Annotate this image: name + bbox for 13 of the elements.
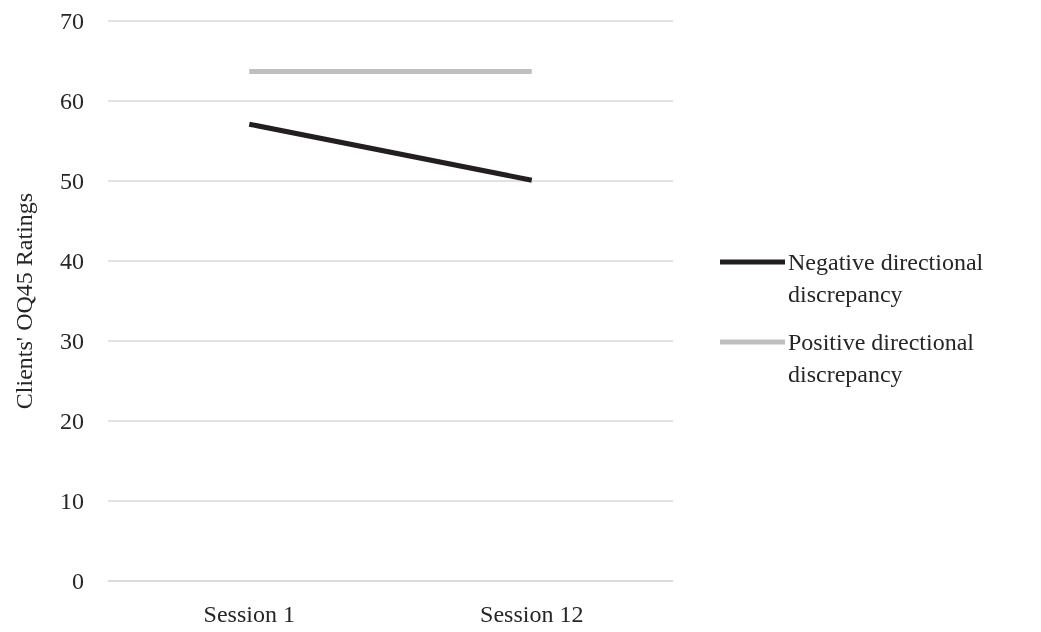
legend-label: Positive directional discrepancy [788, 329, 975, 387]
y-tick-label: 10 [60, 488, 84, 515]
x-tick-label: Session 12 [480, 601, 584, 627]
y-axis-title: Clients' OQ45 Ratings [11, 192, 37, 410]
y-tick-label: 40 [60, 248, 84, 275]
legend-label: Negative directional discrepancy [788, 249, 984, 307]
y-tick-label: 30 [60, 328, 84, 355]
y-tick-label: 20 [60, 408, 84, 435]
y-tick-label: 70 [60, 8, 84, 35]
y-tick-label: 0 [72, 568, 84, 595]
x-tick-label: Session 1 [203, 601, 295, 627]
y-tick-label: 50 [60, 168, 84, 195]
y-tick-label: 60 [60, 88, 84, 115]
